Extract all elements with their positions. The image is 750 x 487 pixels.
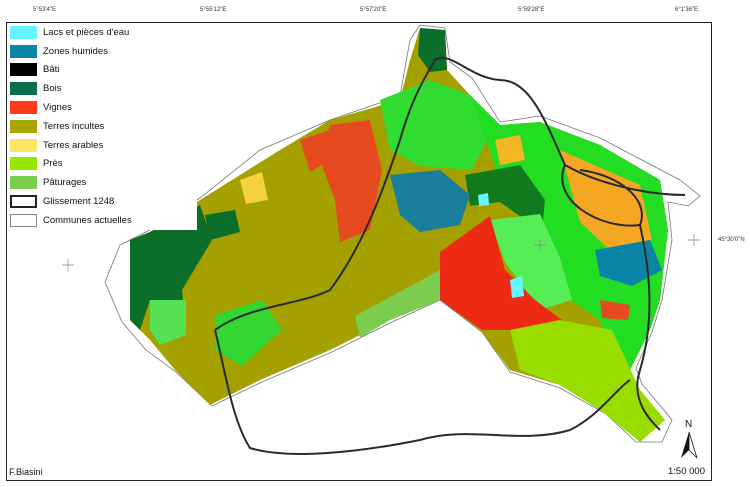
legend-swatch bbox=[10, 63, 37, 77]
paturages-strip bbox=[355, 270, 440, 338]
legend-item-bati: Bâti bbox=[7, 61, 197, 80]
bois-area-north bbox=[418, 28, 447, 72]
bois-area-west bbox=[130, 205, 212, 336]
scale-label: 1:50 000 bbox=[668, 466, 705, 477]
zones-humides-center bbox=[390, 170, 470, 232]
pres-area-southeast bbox=[510, 320, 665, 442]
map-frame bbox=[6, 22, 712, 481]
north-arrow-icon bbox=[681, 431, 698, 459]
legend-label: Zones humides bbox=[43, 45, 108, 57]
legend-label: Pâturages bbox=[43, 177, 87, 189]
legend-swatch bbox=[10, 195, 37, 209]
lac bbox=[510, 276, 524, 298]
legend-label: Bois bbox=[43, 83, 62, 95]
legend-label: Communes actuelles bbox=[43, 214, 132, 226]
lac-small bbox=[478, 193, 489, 206]
legend-item-zones-humides: Zones humides bbox=[7, 42, 197, 61]
legend: Lacs et pièces d'eau Zones humides Bâti … bbox=[7, 23, 197, 230]
legend-swatch bbox=[10, 25, 37, 39]
vignes-patch-east bbox=[600, 300, 630, 320]
coord-top-2: 5°55'12"E bbox=[200, 7, 227, 13]
legend-label: Terres arables bbox=[43, 139, 104, 151]
pres-area-east bbox=[470, 95, 668, 370]
legend-swatch bbox=[10, 44, 37, 58]
legend-swatch bbox=[10, 213, 37, 227]
terres-arables-west bbox=[240, 172, 268, 204]
paturages-area-center bbox=[490, 214, 572, 310]
coord-top-3: 5°57'20"E bbox=[360, 7, 387, 13]
author-credit: F.Biasini bbox=[9, 467, 43, 477]
legend-item-terres-incultes: Terres incultes bbox=[7, 117, 197, 136]
legend-swatch bbox=[10, 176, 37, 190]
legend-swatch bbox=[10, 119, 37, 133]
coord-top-1: 5°53'4"E bbox=[33, 7, 57, 13]
pres-area-north bbox=[380, 80, 492, 170]
coord-top-4: 5°59'28"E bbox=[518, 7, 545, 13]
legend-item-communes: Communes actuelles bbox=[7, 211, 197, 230]
glissement-1248-line bbox=[214, 57, 686, 455]
graticule-cross bbox=[62, 234, 700, 271]
legend-item-pres: Près bbox=[7, 155, 197, 174]
vignes-area-south bbox=[440, 216, 562, 336]
terres-arables-patch bbox=[495, 135, 525, 165]
legend-label: Terres incultes bbox=[43, 120, 105, 132]
bois-area-center bbox=[465, 165, 545, 232]
pres-area-west bbox=[215, 300, 282, 366]
paturages-area-west bbox=[150, 300, 186, 345]
legend-item-terres-arables: Terres arables bbox=[7, 136, 197, 155]
legend-item-lacs: Lacs et pièces d'eau bbox=[7, 23, 197, 42]
legend-item-vignes: Vignes bbox=[7, 98, 197, 117]
legend-swatch bbox=[10, 101, 37, 115]
legend-label: Bâti bbox=[43, 64, 60, 76]
legend-item-bois: Bois bbox=[7, 79, 197, 98]
vignes-patch-west bbox=[300, 130, 330, 172]
legend-label: Lacs et pièces d'eau bbox=[43, 26, 130, 38]
bois-patch-west bbox=[205, 210, 240, 240]
legend-label: Près bbox=[43, 158, 63, 170]
legend-item-glissement: Glissement 1248 bbox=[7, 192, 197, 211]
north-label: N bbox=[685, 419, 693, 430]
legend-swatch bbox=[10, 157, 37, 171]
coord-top-5: 6°1'36"E bbox=[675, 7, 699, 13]
legend-label: Vignes bbox=[43, 102, 72, 114]
legend-swatch bbox=[10, 82, 37, 96]
legend-swatch bbox=[10, 138, 37, 152]
legend-item-paturages: Pâturages bbox=[7, 173, 197, 192]
vignes-area-center bbox=[320, 120, 382, 242]
legend-label: Glissement 1248 bbox=[43, 196, 115, 208]
coord-right-1: 45°30'0"N bbox=[718, 237, 745, 243]
